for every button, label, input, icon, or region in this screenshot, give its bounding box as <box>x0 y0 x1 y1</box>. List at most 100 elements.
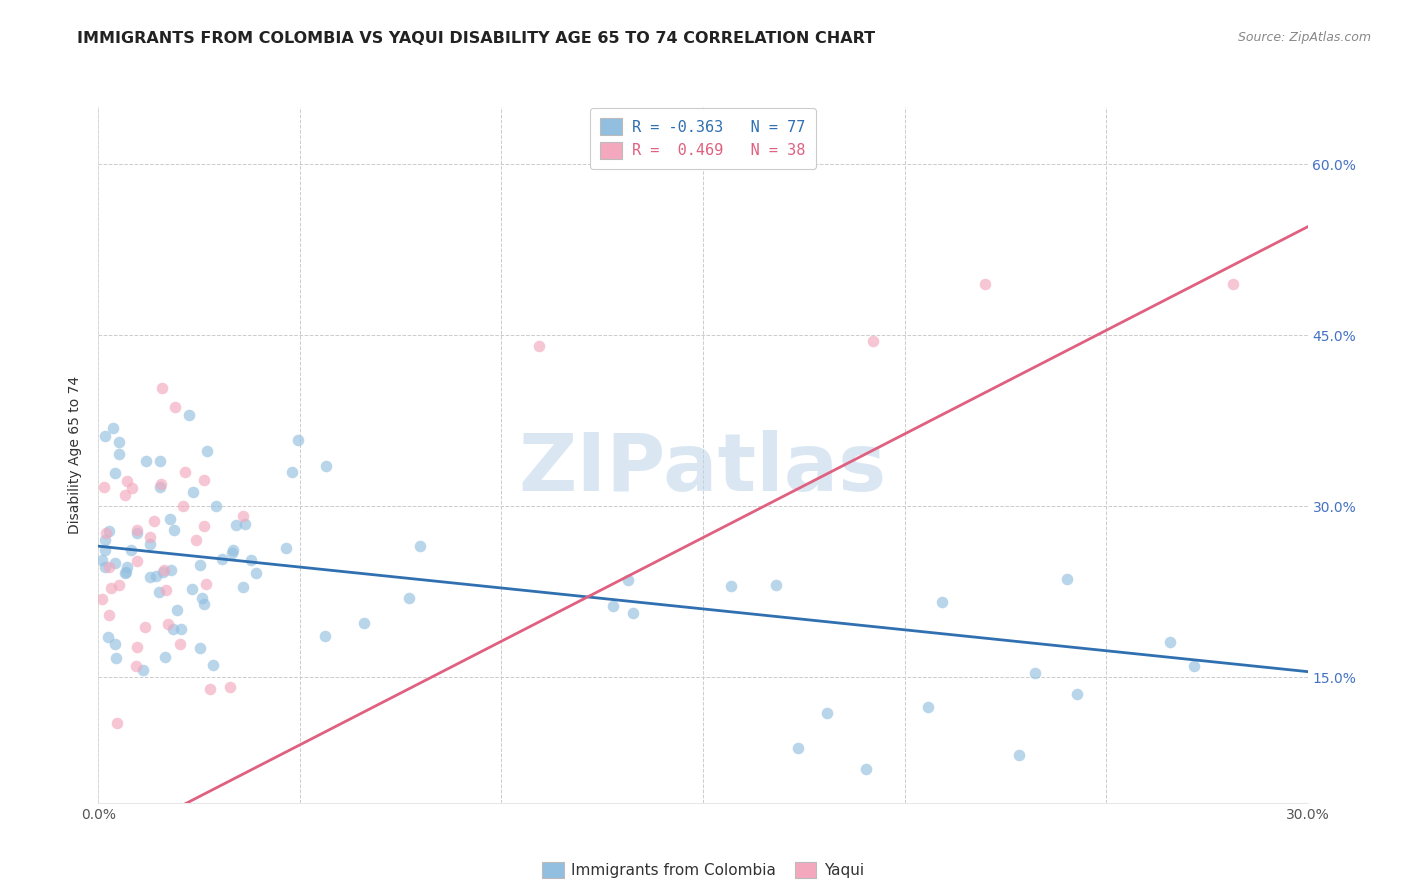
Point <box>616 574 638 588</box>
Point <box>105 716 128 731</box>
Point <box>219 680 242 694</box>
Point <box>97 560 120 574</box>
Point <box>200 682 222 697</box>
Point <box>152 381 174 395</box>
Point <box>115 474 138 488</box>
Point <box>97 608 120 623</box>
Point <box>245 566 267 581</box>
Point <box>149 454 172 468</box>
Point <box>1159 635 1181 649</box>
Point <box>232 509 254 524</box>
Point <box>202 658 225 673</box>
Point <box>104 466 127 480</box>
Point <box>720 579 742 593</box>
Point <box>159 512 181 526</box>
Point <box>131 664 153 678</box>
Point <box>190 558 212 572</box>
Point <box>621 606 644 620</box>
Point <box>155 582 177 597</box>
Point <box>127 526 149 541</box>
Point <box>239 553 262 567</box>
Point <box>181 582 204 596</box>
Point <box>193 598 215 612</box>
Point <box>148 584 170 599</box>
Text: Source: ZipAtlas.com: Source: ZipAtlas.com <box>1237 31 1371 45</box>
Point <box>314 629 336 643</box>
Point <box>170 622 193 636</box>
Point <box>98 524 121 539</box>
Point <box>1222 277 1244 291</box>
Point <box>862 334 884 348</box>
Point <box>193 473 215 487</box>
Point <box>1182 658 1205 673</box>
Y-axis label: Disability Age 65 to 74: Disability Age 65 to 74 <box>69 376 83 534</box>
Point <box>120 542 142 557</box>
Point <box>931 595 953 609</box>
Point <box>211 551 233 566</box>
Point <box>169 637 191 651</box>
Point <box>91 553 114 567</box>
Point <box>353 616 375 631</box>
Point <box>153 649 176 664</box>
Point <box>177 408 200 422</box>
Point <box>94 525 117 540</box>
Point <box>162 623 184 637</box>
Point <box>917 700 939 714</box>
Point <box>149 480 172 494</box>
Point <box>100 581 122 595</box>
Point <box>127 640 149 655</box>
Point <box>1056 572 1078 586</box>
Point <box>152 565 174 579</box>
Point <box>165 401 187 415</box>
Point <box>163 523 186 537</box>
Point <box>1066 687 1088 701</box>
Point <box>190 591 212 606</box>
Point <box>157 617 180 632</box>
Legend: Immigrants from Colombia, Yaqui: Immigrants from Colombia, Yaqui <box>536 855 870 885</box>
Point <box>160 563 183 577</box>
Point <box>166 603 188 617</box>
Point <box>1007 747 1029 762</box>
Point <box>190 640 212 655</box>
Point <box>786 741 808 756</box>
Point <box>1024 665 1046 680</box>
Text: IMMIGRANTS FROM COLOMBIA VS YAQUI DISABILITY AGE 65 TO 74 CORRELATION CHART: IMMIGRANTS FROM COLOMBIA VS YAQUI DISABI… <box>77 31 876 46</box>
Point <box>104 651 127 665</box>
Point <box>529 339 551 353</box>
Point <box>145 569 167 583</box>
Point <box>138 537 160 551</box>
Point <box>94 542 117 557</box>
Point <box>104 556 127 570</box>
Point <box>172 499 194 513</box>
Point <box>205 499 228 513</box>
Point <box>221 546 243 560</box>
Point <box>225 517 247 532</box>
Point <box>183 485 205 500</box>
Point <box>93 480 115 494</box>
Point <box>143 514 166 528</box>
Point <box>974 277 997 291</box>
Point <box>398 591 420 605</box>
Point <box>108 578 131 592</box>
Text: ZIPatlas: ZIPatlas <box>519 430 887 508</box>
Point <box>276 541 298 556</box>
Point <box>97 630 120 644</box>
Point <box>114 566 136 581</box>
Point <box>134 620 156 634</box>
Point <box>127 554 149 568</box>
Point <box>93 560 115 574</box>
Point <box>233 516 256 531</box>
Point <box>815 706 838 720</box>
Point <box>221 543 243 558</box>
Point <box>153 563 176 577</box>
Point <box>107 447 129 461</box>
Point <box>115 565 138 579</box>
Point <box>125 523 148 537</box>
Point <box>173 465 195 479</box>
Point <box>186 533 208 547</box>
Point <box>135 454 157 468</box>
Point <box>281 465 304 479</box>
Point <box>125 659 148 673</box>
Point <box>94 429 117 443</box>
Point <box>139 530 162 544</box>
